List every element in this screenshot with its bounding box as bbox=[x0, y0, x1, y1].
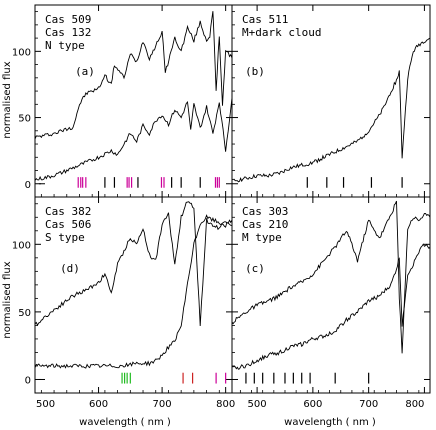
panel-label: (d) bbox=[60, 262, 80, 275]
spectrum-line bbox=[232, 200, 430, 354]
spectrum-line bbox=[35, 214, 232, 369]
y-tick-label: 50 bbox=[18, 114, 31, 125]
panel-annotation: Cas 511 bbox=[242, 13, 288, 26]
y-tick-label: 100 bbox=[12, 240, 31, 251]
panel-annotation: Cas 506 bbox=[45, 218, 91, 231]
x-tick-label: 500 bbox=[248, 399, 267, 410]
y-axis-label-top: normalised flux bbox=[2, 61, 13, 138]
x-axis-label-right: wavelength ( nm ) bbox=[284, 417, 376, 428]
panel-annotation: M+dark cloud bbox=[242, 26, 321, 39]
x-tick-label: 800 bbox=[405, 399, 424, 410]
x-tick-label: 700 bbox=[153, 399, 172, 410]
spectrum-line bbox=[35, 11, 232, 140]
y-tick-label: 0 bbox=[25, 375, 31, 386]
x-tick-label: 800 bbox=[216, 399, 235, 410]
spectrum-line bbox=[232, 243, 430, 370]
panel-annotation: S type bbox=[45, 231, 85, 244]
spectrum-line bbox=[232, 37, 430, 183]
panel-annotation: Cas 210 bbox=[242, 218, 288, 231]
y-tick-label: 0 bbox=[25, 180, 31, 191]
panel-annotation: Cas 382 bbox=[45, 205, 91, 218]
panel-annotation: Cas 303 bbox=[242, 205, 288, 218]
y-axis-label-bottom: normalised flux bbox=[2, 261, 13, 338]
panel-label: (b) bbox=[245, 65, 265, 78]
x-tick-label: 600 bbox=[303, 399, 322, 410]
panel-label: (a) bbox=[75, 65, 95, 78]
x-tick-label: 700 bbox=[359, 399, 378, 410]
spectrum-line bbox=[35, 201, 232, 327]
x-tick-label: 600 bbox=[89, 399, 108, 410]
x-axis-label-left: wavelength ( nm ) bbox=[79, 417, 171, 428]
spectrum-line bbox=[35, 97, 232, 181]
panel-frame bbox=[231, 196, 431, 394]
panel-annotation: Cas 132 bbox=[45, 26, 91, 39]
y-tick-label: 100 bbox=[12, 47, 31, 58]
x-tick-label: 500 bbox=[36, 399, 55, 410]
y-tick-label: 50 bbox=[18, 308, 31, 319]
panel-annotation: Cas 509 bbox=[45, 13, 91, 26]
panel-annotation: N type bbox=[45, 39, 85, 52]
panel-annotation: M type bbox=[242, 231, 282, 244]
panel-label: (c) bbox=[245, 262, 265, 275]
